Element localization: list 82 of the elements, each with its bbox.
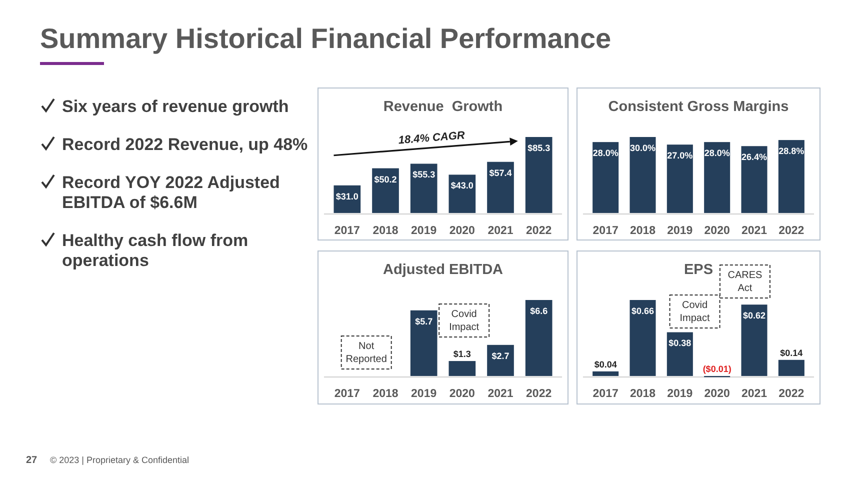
x-tick-label: 2020 bbox=[704, 225, 730, 237]
bar bbox=[666, 332, 693, 376]
data-label: 26.4% bbox=[741, 152, 768, 162]
x-tick-label: 2019 bbox=[667, 225, 693, 237]
x-tick-label: 2018 bbox=[372, 388, 399, 400]
x-tick-label: 2019 bbox=[411, 225, 437, 237]
data-label: 27.0% bbox=[667, 150, 693, 161]
data-label: $31.0 bbox=[336, 191, 358, 202]
data-label: $0.14 bbox=[780, 348, 803, 358]
data-label: 30.0% bbox=[630, 143, 656, 153]
x-tick-label: 2017 bbox=[592, 388, 618, 400]
x-tick-label: 2021 bbox=[488, 225, 514, 237]
x-tick-label: 2022 bbox=[778, 225, 804, 237]
bar bbox=[487, 162, 514, 213]
text: 27 bbox=[26, 455, 38, 466]
data-label: 28.0% bbox=[592, 148, 618, 158]
x-tick-label: 2018 bbox=[372, 225, 399, 237]
bar bbox=[592, 142, 619, 213]
chart-title: Consistent Gross Margins bbox=[608, 99, 789, 115]
chart-title: EPS bbox=[684, 262, 714, 278]
bar bbox=[448, 361, 476, 376]
text: Summary Historical Financial Performance bbox=[40, 23, 612, 54]
x-tick-label: 2017 bbox=[334, 225, 360, 237]
data-label: $5.7 bbox=[415, 316, 433, 326]
data-label: $55.3 bbox=[412, 170, 436, 180]
annotation: Not Reported bbox=[346, 341, 387, 365]
bar bbox=[592, 371, 619, 376]
x-tick-label: 2019 bbox=[411, 388, 437, 400]
bar bbox=[666, 144, 693, 213]
text: Healthy cash flow from operations bbox=[62, 231, 248, 270]
bar bbox=[410, 310, 438, 376]
bar bbox=[741, 304, 768, 376]
text: Record YOY 2022 Adjusted EBITDA of $6.6M bbox=[62, 173, 280, 212]
data-label: $43.0 bbox=[450, 180, 474, 191]
bar bbox=[704, 142, 730, 213]
data-label: $50.2 bbox=[374, 174, 397, 184]
text: © 2023 | Proprietary & Confidential bbox=[50, 455, 190, 465]
data-label: $0.38 bbox=[668, 338, 692, 348]
text: CARES Act bbox=[728, 270, 763, 294]
annotation: Covid Impact bbox=[449, 309, 480, 333]
x-tick-label: 2019 bbox=[667, 388, 693, 400]
x-tick-label: 2022 bbox=[778, 388, 804, 400]
annotation: Covid Impact bbox=[680, 300, 710, 324]
x-tick-label: 2022 bbox=[526, 388, 552, 400]
x-tick-label: 2018 bbox=[630, 225, 656, 237]
bar bbox=[630, 137, 656, 213]
data-label: ($0.01) bbox=[702, 364, 732, 374]
data-label: $0.62 bbox=[742, 310, 766, 321]
data-label: $6.6 bbox=[530, 306, 548, 316]
bar bbox=[448, 174, 476, 213]
bar bbox=[410, 164, 438, 213]
x-tick-label: 2020 bbox=[449, 388, 475, 400]
chart-title: Adjusted EBITDA bbox=[382, 262, 504, 278]
bar bbox=[741, 146, 768, 213]
data-label: 28.0% bbox=[704, 148, 730, 158]
text: Record 2022 Revenue, up 48% bbox=[62, 135, 308, 154]
annotation: 18.4% CAGR bbox=[398, 130, 466, 147]
x-tick-label: 2022 bbox=[526, 225, 552, 237]
data-label: 28.8% bbox=[778, 146, 804, 156]
x-tick-label: 2021 bbox=[741, 225, 768, 237]
x-tick-label: 2021 bbox=[488, 388, 514, 400]
bar bbox=[525, 300, 552, 376]
text: Six years of revenue growth bbox=[62, 97, 289, 116]
x-tick-label: 2021 bbox=[741, 388, 768, 400]
data-label: $1.3 bbox=[453, 349, 471, 360]
x-tick-label: 2020 bbox=[704, 388, 730, 400]
bar bbox=[525, 137, 552, 213]
x-tick-label: 2017 bbox=[592, 225, 618, 237]
bar bbox=[778, 360, 804, 376]
x-tick-label: 2018 bbox=[630, 388, 656, 400]
data-label: $85.3 bbox=[528, 143, 550, 153]
bar bbox=[630, 300, 656, 376]
data-label: $0.04 bbox=[594, 359, 617, 370]
data-label: $0.66 bbox=[631, 306, 654, 316]
data-label: $2.7 bbox=[492, 350, 510, 361]
chart-title: Revenue Growth bbox=[383, 99, 503, 115]
x-tick-label: 2017 bbox=[334, 388, 360, 400]
bar bbox=[487, 344, 514, 376]
data-label: $57.4 bbox=[489, 168, 512, 178]
bar bbox=[778, 140, 804, 213]
bar bbox=[372, 168, 399, 213]
x-tick-label: 2020 bbox=[449, 225, 475, 237]
